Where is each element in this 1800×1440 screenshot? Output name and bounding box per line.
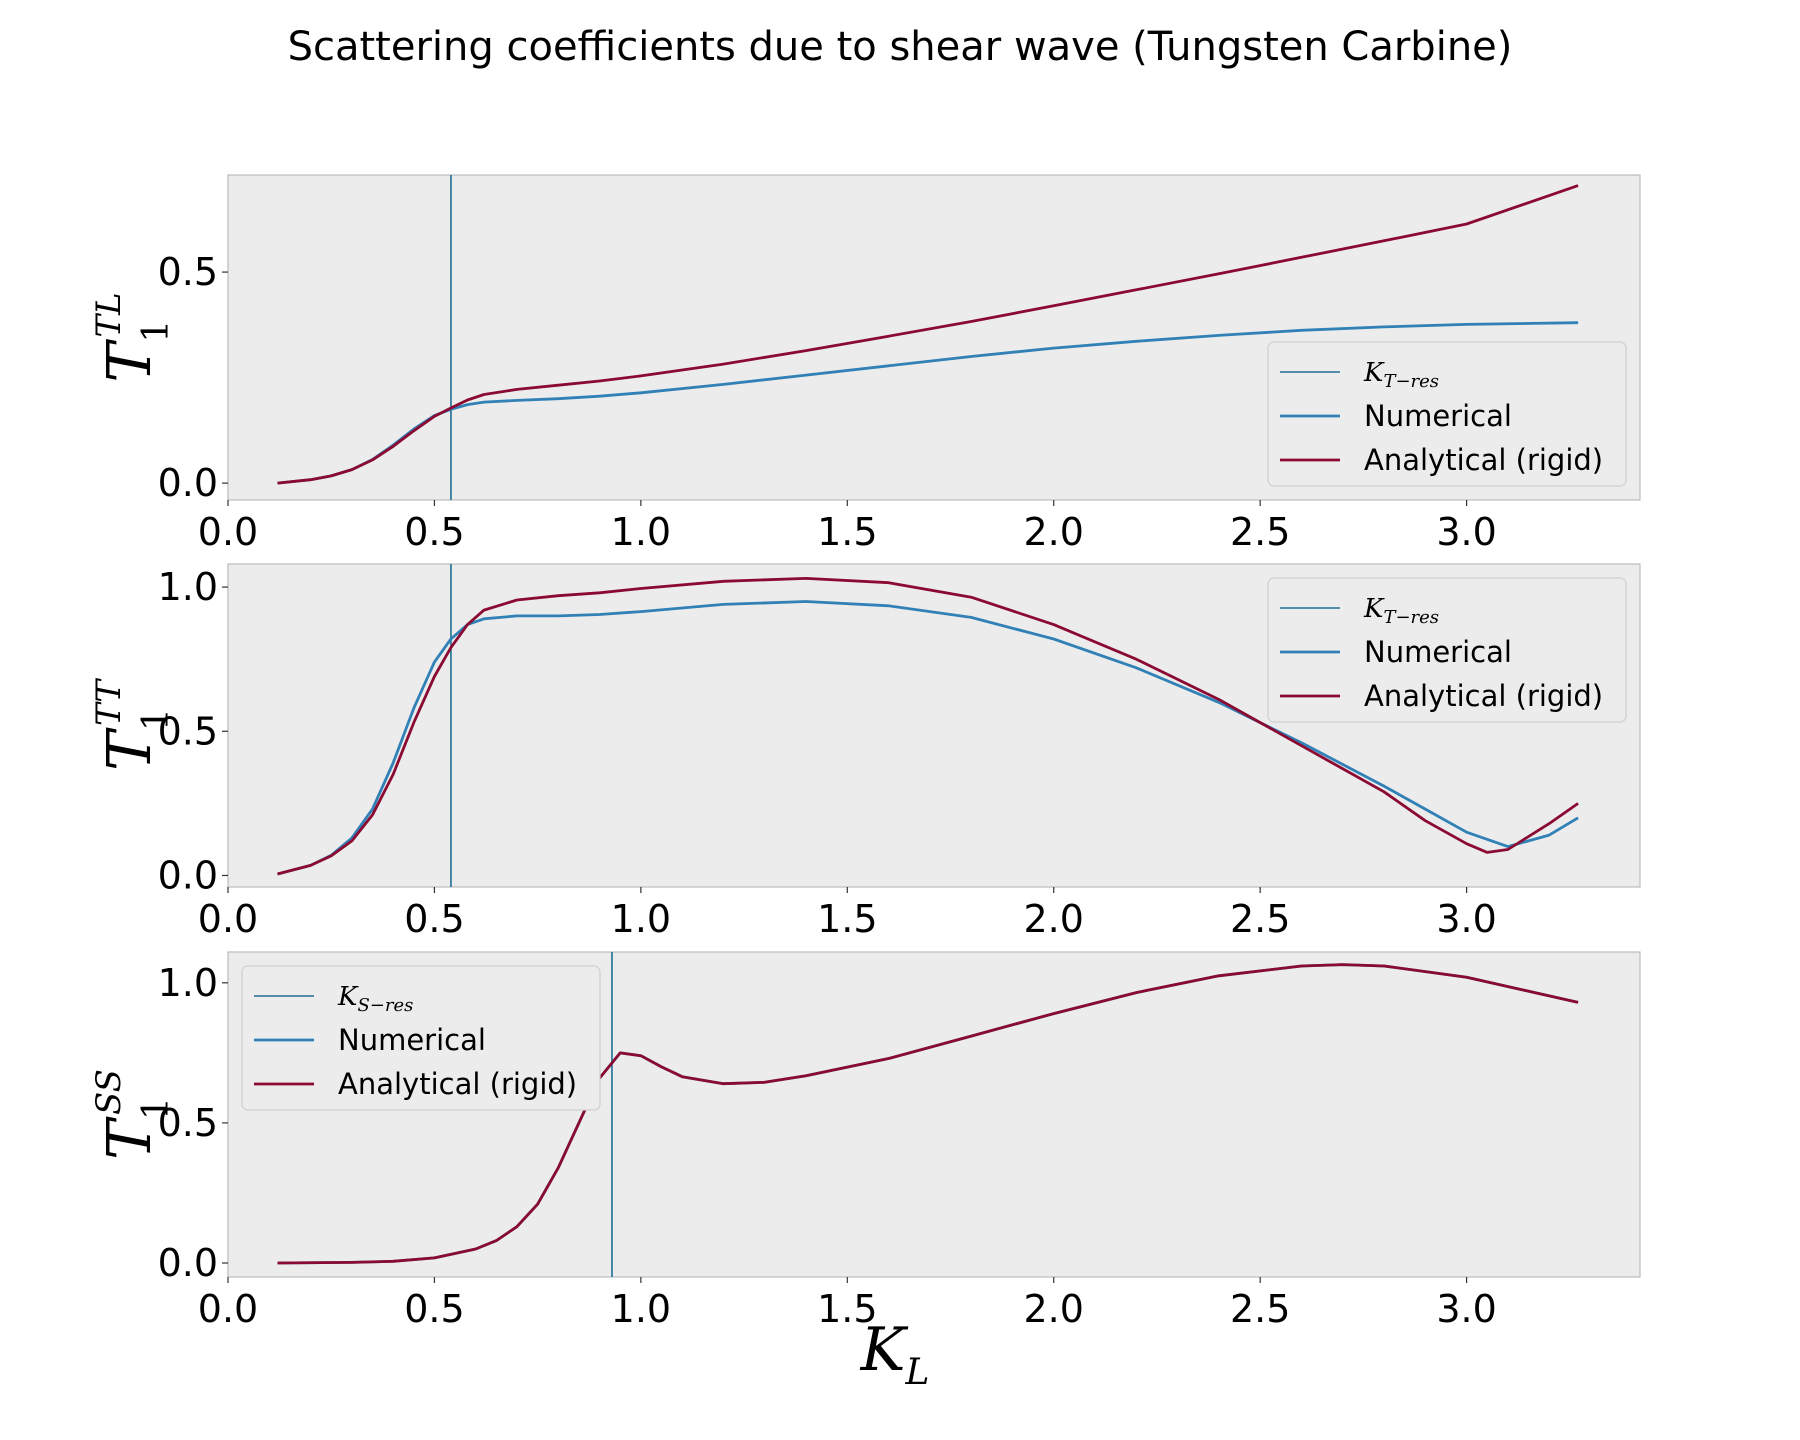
- legend-frame: [1267, 577, 1627, 723]
- legend: KT−res Numerical Analytical (rigid): [1267, 577, 1627, 723]
- y-tick-label: 0.0: [158, 461, 218, 505]
- legend-label-sub: T−res: [1383, 371, 1439, 392]
- subplot-TL: 0.0 0.5 1.0 1.5 2.0 2.5 3.0 0.0 0.5 T1 TL KT−res Num…: [89, 174, 1641, 554]
- y-axis-label: T1 SS: [89, 1069, 177, 1160]
- y-tick-label: 1.0: [158, 961, 218, 1005]
- legend-label: Analytical (rigid): [1364, 443, 1603, 477]
- legend-label: Numerical: [1364, 399, 1512, 433]
- legend-label-resonance: KT−res: [1363, 594, 1439, 628]
- x-tick-label: 3.0: [1436, 1287, 1496, 1331]
- subplot-TT: 0.0 0.5 1.0 1.5 2.0 2.5 3.0 0.0 0.5 1.0 T1 TT KT−res…: [89, 563, 1641, 941]
- y-tick-label: 1.0: [158, 565, 218, 609]
- legend-label-main: K: [337, 982, 359, 1012]
- legend-label-resonance: KT−res: [1363, 358, 1439, 392]
- legend-label: Numerical: [1364, 635, 1512, 669]
- x-axis-label-main: K: [860, 1315, 909, 1385]
- y-tick-label: 0.0: [158, 1241, 218, 1285]
- x-tick-label: 3.0: [1436, 897, 1496, 941]
- legend-label: Analytical (rigid): [338, 1067, 577, 1101]
- x-tick-label: 0.5: [404, 1287, 464, 1331]
- x-tick-label: 2.0: [1024, 897, 1084, 941]
- x-tick-label: 0.5: [404, 510, 464, 554]
- x-tick-label: 2.0: [1024, 1287, 1084, 1331]
- series-line-analytical: [277, 577, 1579, 876]
- legend-label-main: K: [1363, 594, 1385, 624]
- legend-label-resonance: KS−res: [337, 982, 413, 1016]
- series-line-analytical: [277, 963, 1579, 1265]
- x-tick-label: 1.5: [817, 510, 877, 554]
- x-tick-label: 1.5: [817, 1287, 877, 1331]
- legend: KT−res Numerical Analytical (rigid): [1267, 341, 1627, 487]
- legend-label-sub: T−res: [1383, 607, 1439, 628]
- y-axis-label-sup: TT: [89, 678, 129, 726]
- legend-frame: [1267, 341, 1627, 487]
- x-tick-label: 1.0: [611, 1287, 671, 1331]
- y-axis-label-main: T: [95, 1116, 165, 1160]
- legend-label-sub: S−res: [357, 995, 413, 1016]
- y-axis-label-main: T: [95, 727, 165, 771]
- legend-frame: [241, 965, 601, 1111]
- x-tick-label: 0.0: [198, 510, 258, 554]
- y-tick-label: 0.0: [158, 853, 218, 897]
- x-tick-label: 2.5: [1230, 897, 1290, 941]
- x-tick-label: 0.0: [198, 897, 258, 941]
- y-axis-label-sup: SS: [89, 1069, 129, 1115]
- legend-label: Analytical (rigid): [1364, 679, 1603, 713]
- figure-title: Scattering coefficients due to shear wav…: [288, 24, 1513, 70]
- series-line-numerical: [277, 600, 1579, 876]
- x-tick-label: 1.0: [611, 897, 671, 941]
- x-tick-label: 3.0: [1436, 510, 1496, 554]
- legend: KS−res Numerical Analytical (rigid): [241, 965, 601, 1111]
- x-tick-label: 0.5: [404, 897, 464, 941]
- x-tick-label: 2.5: [1230, 510, 1290, 554]
- y-tick-label: 0.5: [158, 250, 218, 294]
- y-axis-label-sub: 1: [136, 708, 177, 731]
- x-tick-label: 2.5: [1230, 1287, 1290, 1331]
- subplot-grid: 0.0 0.5 1.0 1.5 2.0 2.5 3.00.00.5T1TLKT−resNum…: [89, 174, 1641, 1331]
- y-tick-label: 0.5: [158, 1101, 218, 1145]
- x-axis-label: KL: [860, 1315, 930, 1393]
- x-tick-label: 1.0: [611, 510, 671, 554]
- x-tick-label: 2.0: [1024, 510, 1084, 554]
- y-axis-label-sub: 1: [136, 1097, 177, 1120]
- legend-label-main: K: [1363, 358, 1385, 388]
- y-axis-label: T1 TL: [89, 292, 177, 382]
- y-axis-label-sub: 1: [136, 320, 177, 343]
- y-axis-label: T1 TT: [89, 678, 177, 771]
- x-tick-label: 0.0: [198, 1287, 258, 1331]
- x-axis-label-sub: L: [904, 1352, 929, 1393]
- y-tick-label: 0.5: [158, 709, 218, 753]
- y-axis-label-main: T: [95, 339, 165, 383]
- y-axis-label-sup: TL: [89, 292, 129, 337]
- x-tick-label: 1.5: [817, 897, 877, 941]
- series-line-analytical: [277, 184, 1579, 485]
- subplot-SS: 0.0 0.5 1.0 1.5 2.0 2.5 3.0 0.0 0.5 1.0 T1 SS KS−res…: [89, 951, 1641, 1331]
- legend-label: Numerical: [338, 1023, 486, 1057]
